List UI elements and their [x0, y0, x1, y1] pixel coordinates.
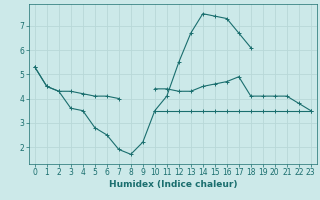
X-axis label: Humidex (Indice chaleur): Humidex (Indice chaleur): [108, 180, 237, 189]
